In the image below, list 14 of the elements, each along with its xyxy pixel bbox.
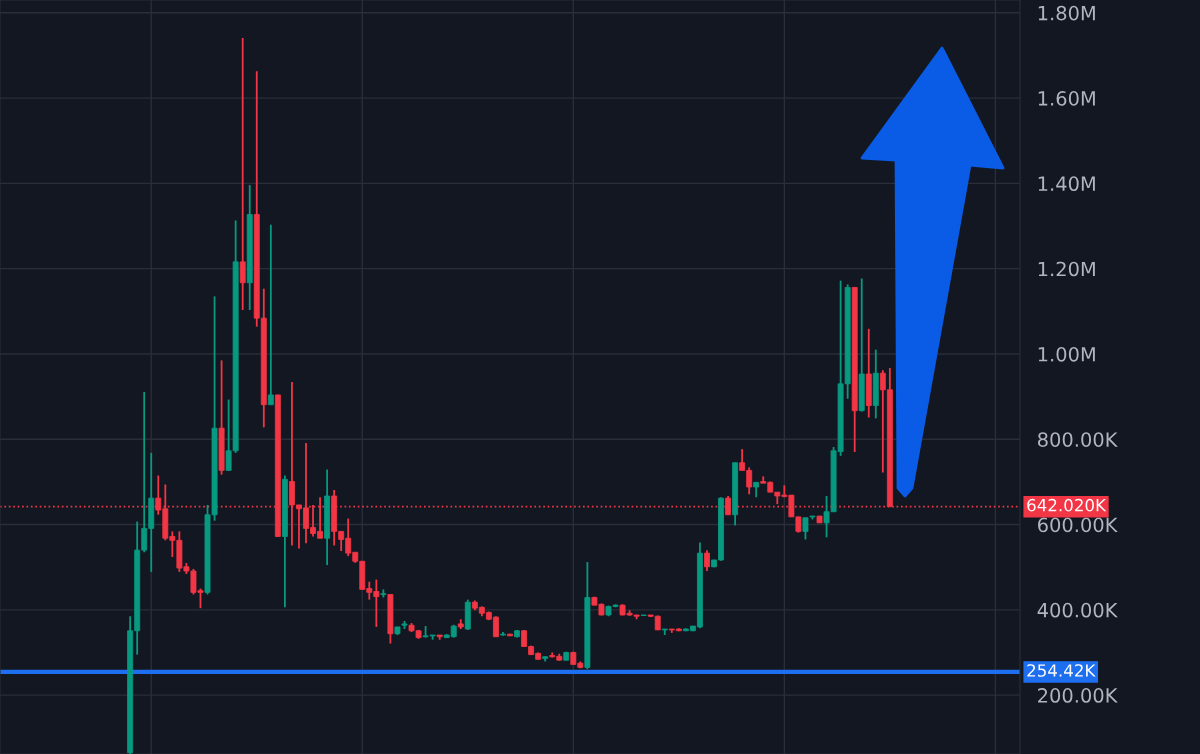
y-tick-label: 400.00K xyxy=(1037,602,1118,618)
y-tick-label: 1.40M xyxy=(1038,176,1095,192)
candlestick xyxy=(267,223,274,406)
y-tick-label: 1.20M xyxy=(1038,261,1095,277)
candlestick xyxy=(239,37,246,311)
y-tick-label: 1.00M xyxy=(1038,346,1095,362)
ref-line-label: 642.020K xyxy=(1027,498,1107,512)
y-tick-label: 800.00K xyxy=(1037,432,1118,447)
candlestick xyxy=(704,549,710,572)
y-tick-label: 1.60M xyxy=(1038,91,1095,106)
ref-line-label: 254.42K xyxy=(1027,664,1096,677)
y-tick-label: 200.00K xyxy=(1038,688,1118,703)
y-tick-label: 1.80M xyxy=(1038,5,1095,21)
y-tick-label: 600.00K xyxy=(1038,517,1118,533)
